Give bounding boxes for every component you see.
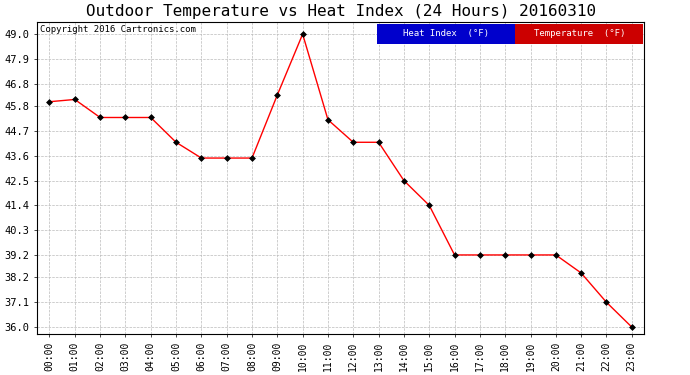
Text: Heat Index  (°F): Heat Index (°F) bbox=[404, 29, 489, 38]
Text: Copyright 2016 Cartronics.com: Copyright 2016 Cartronics.com bbox=[40, 26, 196, 34]
Title: Outdoor Temperature vs Heat Index (24 Hours) 20160310: Outdoor Temperature vs Heat Index (24 Ho… bbox=[86, 4, 595, 19]
Text: Temperature  (°F): Temperature (°F) bbox=[533, 29, 625, 38]
